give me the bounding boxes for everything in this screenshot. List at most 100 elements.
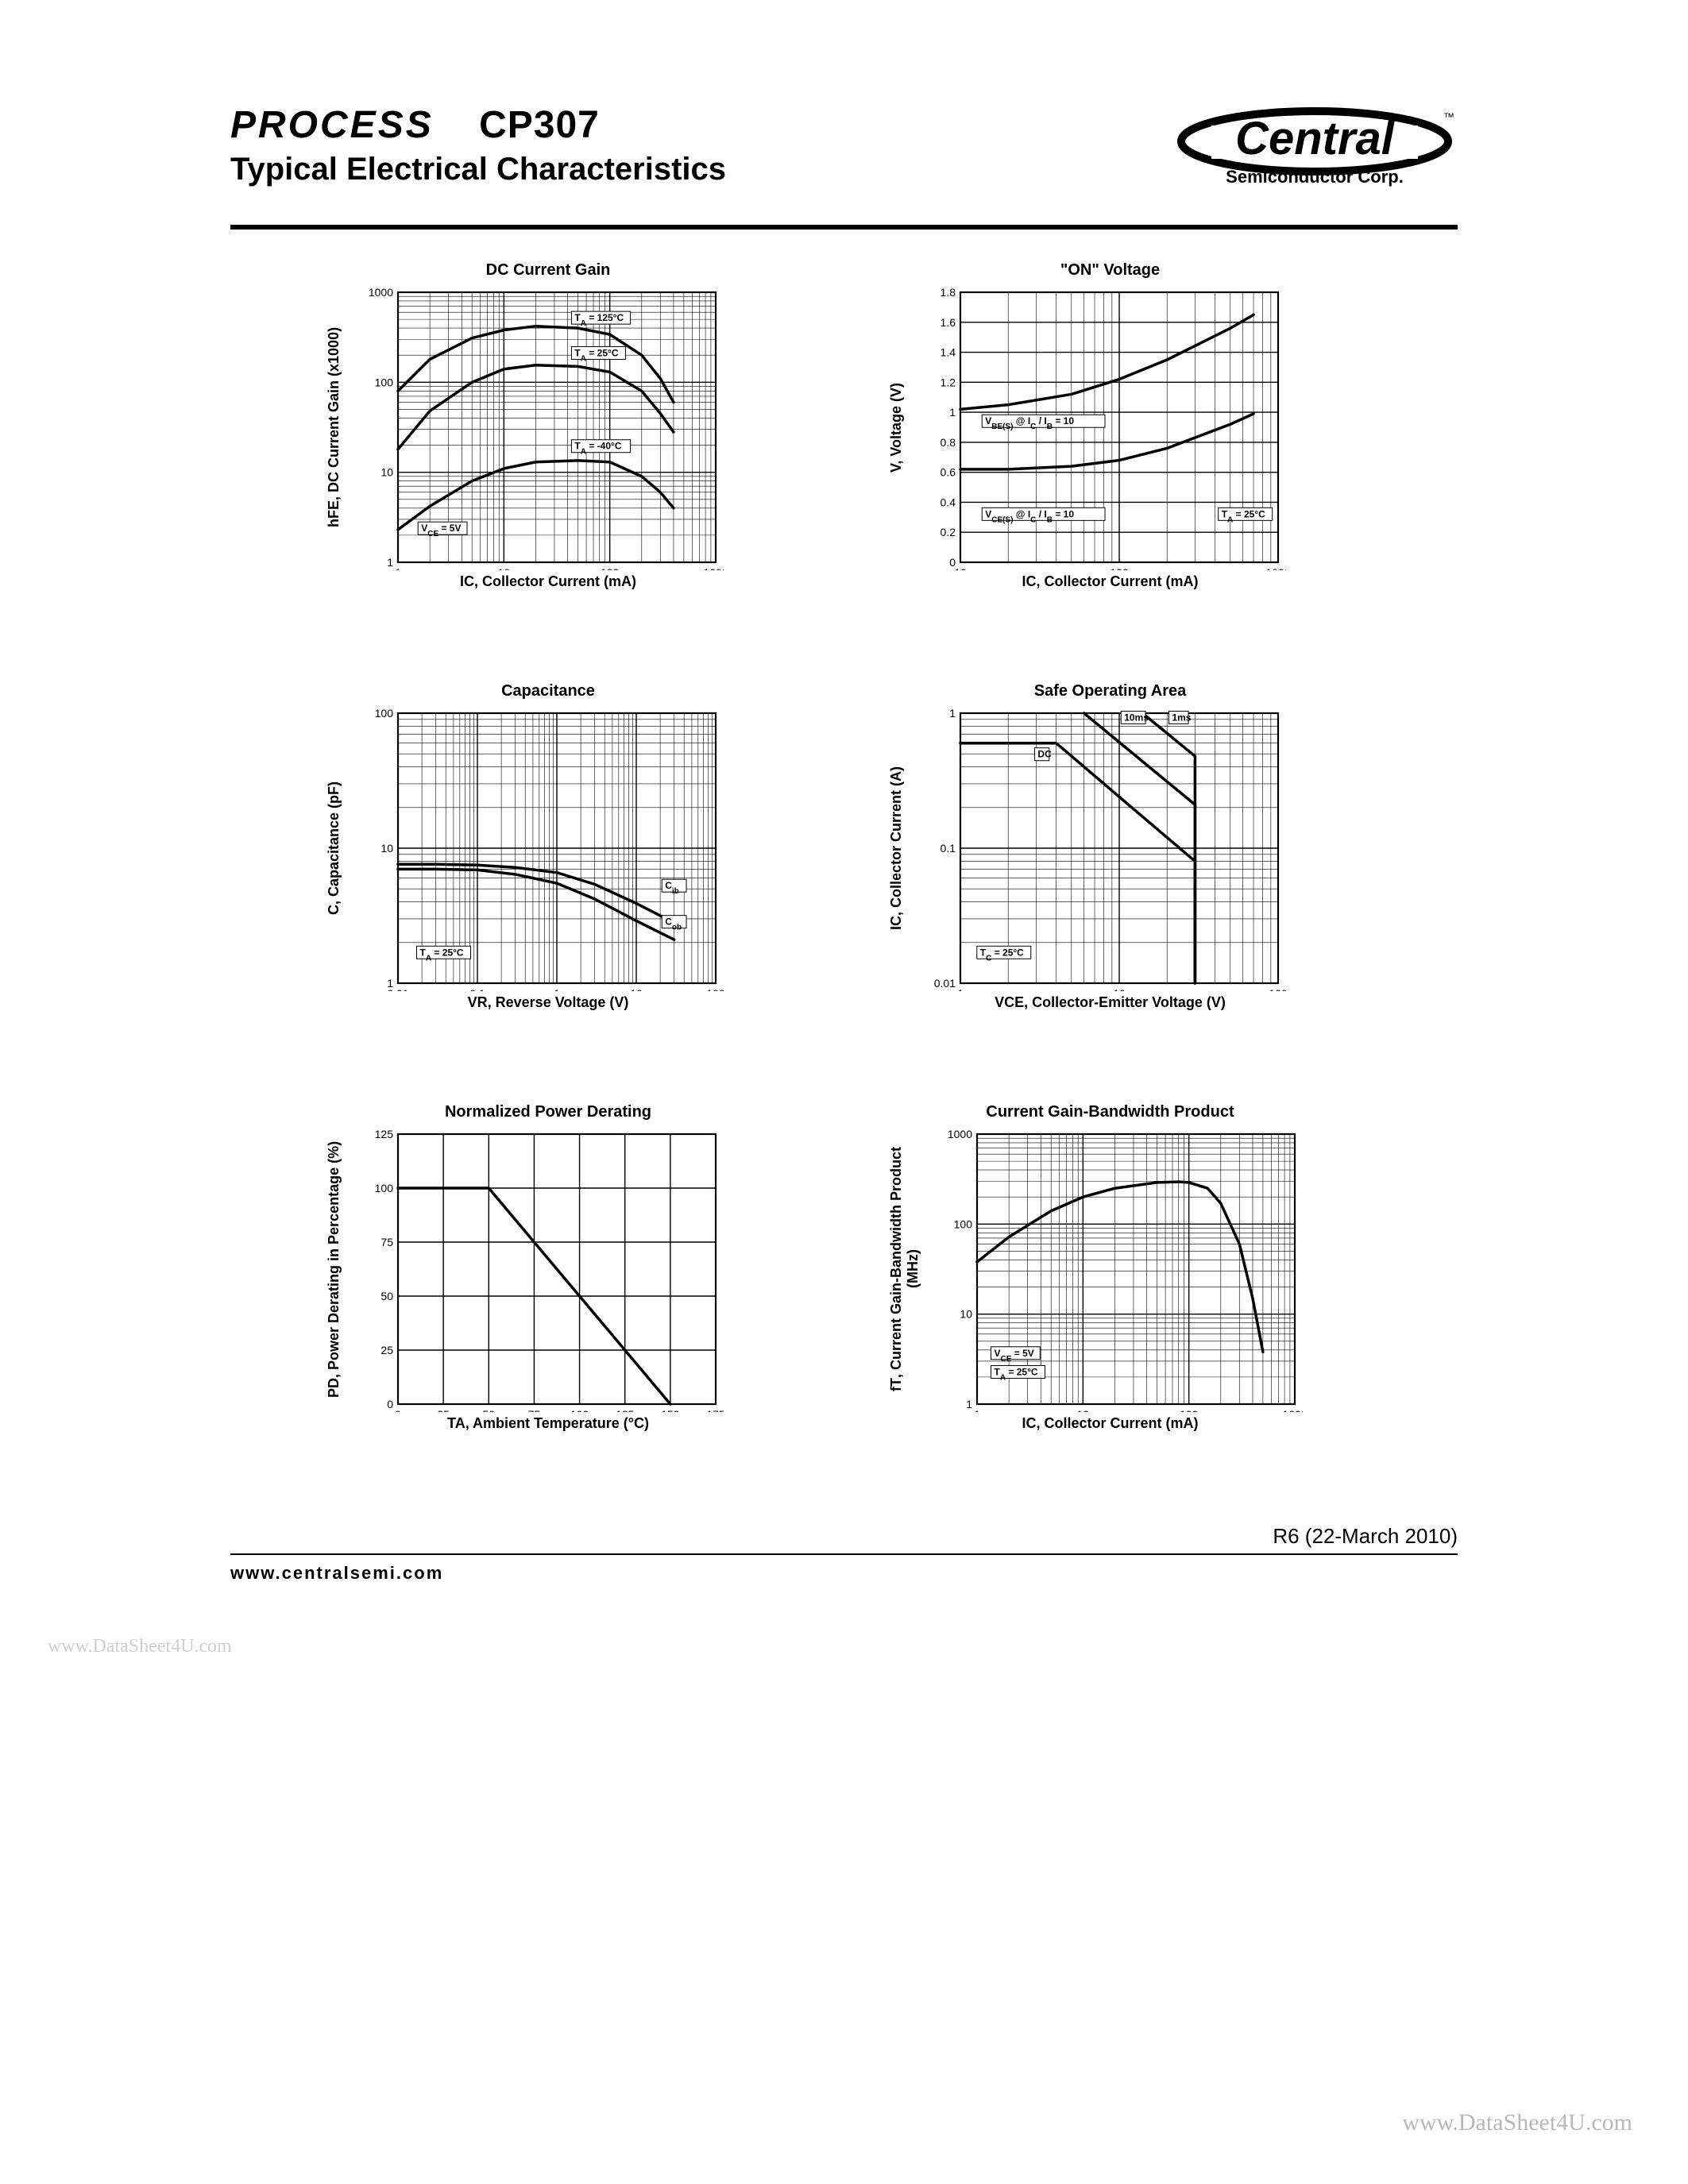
process-word: PROCESS: [230, 104, 434, 146]
x-axis-label: VR, Reverse Voltage (V): [326, 994, 771, 1011]
footer: R6 (22-March 2010) www.centralsemi.com: [230, 1524, 1458, 1584]
datasheet-page: PROCESS CP307 Typical Electrical Charact…: [230, 103, 1458, 1584]
svg-text:1: 1: [554, 987, 560, 991]
y-axis-label: fT, Current Gain-Bandwidth Product (MHz): [888, 1126, 921, 1412]
x-axis-label: IC, Collector Current (mA): [326, 573, 771, 590]
svg-text:1ms: 1ms: [1172, 712, 1191, 723]
chart-dc-gain: DC Current Gain hFE, DC Current Gain (x10…: [326, 261, 771, 627]
chart-capacitance: CapacitanceC, Capacitance (pF)CibCobTA =…: [326, 682, 771, 1048]
website-text: www.centralsemi.com: [230, 1563, 1458, 1584]
company-logo: Central ™ Semiconductor Corp.: [1172, 103, 1458, 203]
svg-text:0: 0: [387, 1398, 393, 1410]
svg-text:175: 175: [706, 1408, 724, 1412]
logo-tm: ™: [1443, 110, 1454, 123]
header-rule: [230, 225, 1458, 230]
svg-text:100: 100: [601, 566, 620, 570]
svg-text:1000: 1000: [369, 286, 393, 299]
svg-text:100: 100: [1269, 987, 1286, 991]
svg-text:50: 50: [482, 1408, 495, 1412]
svg-text:10: 10: [960, 1308, 972, 1321]
svg-text:1.8: 1.8: [940, 286, 956, 299]
svg-text:150: 150: [661, 1408, 680, 1412]
svg-text:1000: 1000: [1265, 566, 1286, 570]
x-axis-label: IC, Collector Current (mA): [888, 573, 1333, 590]
svg-text:1: 1: [957, 987, 964, 991]
svg-text:1: 1: [949, 406, 956, 419]
svg-text:VCE = 5V: VCE = 5V: [994, 1348, 1033, 1364]
svg-text:75: 75: [528, 1408, 541, 1412]
svg-text:0.4: 0.4: [940, 496, 956, 508]
page-subtitle: Typical Electrical Characteristics: [230, 152, 1172, 187]
chart-derating: Normalized Power Derating PD, Power Derat…: [326, 1103, 771, 1468]
x-axis-label: IC, Collector Current (mA): [888, 1415, 1333, 1432]
y-axis-label: IC, Collector Current (A): [888, 705, 905, 991]
svg-text:75: 75: [380, 1236, 393, 1248]
svg-text:100: 100: [953, 1217, 972, 1230]
svg-text:VCE = 5V: VCE = 5V: [421, 523, 461, 538]
chart-svg: CibCobTA = 25°C0.010.1110100110100: [342, 705, 724, 991]
svg-text:10: 10: [1076, 1408, 1089, 1412]
title-block: PROCESS CP307 Typical Electrical Charact…: [230, 103, 1172, 187]
svg-text:125: 125: [616, 1408, 635, 1412]
svg-text:100: 100: [375, 1182, 394, 1194]
svg-text:1: 1: [395, 566, 401, 570]
svg-text:1000: 1000: [1282, 1408, 1303, 1412]
svg-text:1.4: 1.4: [940, 346, 956, 359]
svg-text:1: 1: [949, 707, 956, 720]
svg-text:100: 100: [570, 1408, 589, 1412]
svg-text:100: 100: [1110, 566, 1129, 570]
y-axis-label: PD, Power Derating in Percentage (%): [326, 1126, 342, 1412]
chart-title: Normalized Power Derating: [326, 1103, 771, 1121]
svg-text:1000: 1000: [947, 1128, 971, 1140]
chart-title: DC Current Gain: [326, 261, 771, 280]
y-axis-label: hFE, DC Current Gain (x1000): [326, 284, 342, 570]
logo-text-bottom: Semiconductor Corp.: [1226, 167, 1404, 187]
chart-svg: DC10ms1msTC = 25°C1101000.010.11: [905, 705, 1286, 991]
svg-text:1: 1: [387, 556, 393, 569]
x-axis-label: TA, Ambient Temperature (°C): [326, 1415, 771, 1432]
svg-text:100: 100: [375, 707, 394, 720]
svg-text:0.1: 0.1: [940, 842, 956, 855]
y-axis-label: C, Capacitance (pF): [326, 705, 342, 991]
chart-on-voltage: "ON" VoltageV, Voltage (V)VBE(S) @ IC / …: [888, 261, 1333, 627]
footer-rule: [230, 1553, 1458, 1555]
svg-text:1: 1: [966, 1398, 972, 1410]
watermark-bottom-right: www.DataSheet4U.com: [1402, 2109, 1632, 2136]
svg-text:100: 100: [1179, 1408, 1198, 1412]
svg-text:0: 0: [949, 556, 956, 569]
part-number: CP307: [479, 104, 600, 146]
svg-text:0.01: 0.01: [933, 977, 955, 990]
svg-text:100: 100: [375, 376, 394, 388]
svg-text:0.2: 0.2: [940, 526, 956, 538]
svg-text:1000: 1000: [703, 566, 724, 570]
chart-title: Current Gain-Bandwidth Product: [888, 1103, 1333, 1121]
svg-text:1.2: 1.2: [940, 376, 956, 388]
svg-text:1: 1: [974, 1408, 980, 1412]
chart-soa: Safe Operating Area IC, Collector Current…: [888, 682, 1333, 1048]
svg-text:10: 10: [498, 566, 511, 570]
svg-text:1: 1: [387, 977, 393, 990]
revision-text: R6 (22-March 2010): [230, 1524, 1458, 1549]
chart-svg: TA = 125°CTA = 25°CTA = -40°CVCE = 5V110…: [342, 284, 724, 570]
watermark-top-left: www.DataSheet4U.com: [48, 1636, 232, 1657]
svg-text:0.1: 0.1: [469, 987, 485, 991]
header: PROCESS CP307 Typical Electrical Charact…: [230, 103, 1458, 203]
svg-text:10: 10: [954, 566, 967, 570]
chart-title: "ON" Voltage: [888, 261, 1333, 280]
svg-text:0.6: 0.6: [940, 466, 956, 479]
svg-text:25: 25: [437, 1408, 450, 1412]
svg-text:0: 0: [395, 1408, 401, 1412]
svg-text:0.8: 0.8: [940, 436, 956, 449]
svg-text:50: 50: [380, 1290, 393, 1302]
x-axis-label: VCE, Collector-Emitter Voltage (V): [888, 994, 1333, 1011]
svg-text:DC: DC: [1037, 749, 1052, 760]
svg-text:125: 125: [375, 1128, 394, 1140]
svg-text:100: 100: [706, 987, 724, 991]
chart-svg: VCE = 5VTA = 25°C11010010001101001000: [921, 1126, 1303, 1412]
process-line: PROCESS CP307: [230, 103, 1172, 147]
chart-svg: 02550751001251501750255075100125: [342, 1126, 724, 1412]
chart-title: Safe Operating Area: [888, 682, 1333, 700]
svg-text:10: 10: [1113, 987, 1126, 991]
charts-grid: DC Current Gain hFE, DC Current Gain (x10…: [230, 261, 1458, 1468]
svg-text:10ms: 10ms: [1124, 712, 1149, 723]
